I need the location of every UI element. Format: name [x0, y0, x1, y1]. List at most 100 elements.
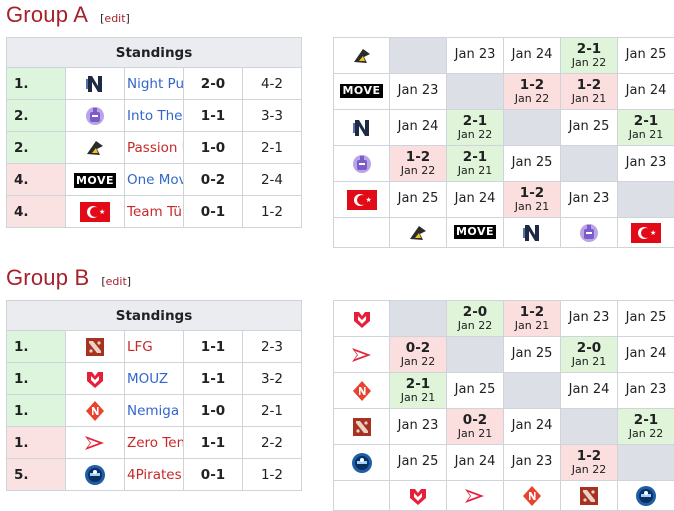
- night-pulse-logo-icon[interactable]: [504, 218, 561, 248]
- into-the-breach-logo-icon[interactable]: [561, 218, 618, 248]
- edit-link[interactable]: [edit]: [101, 275, 131, 288]
- match-score: 0-2: [447, 413, 503, 428]
- standings-row: 5. 4Pirates 0-1 1-2: [7, 459, 302, 491]
- mouz-logo-icon[interactable]: [334, 301, 390, 337]
- edit-link[interactable]: [edit]: [100, 12, 130, 25]
- zero-tenacity-logo-icon[interactable]: [334, 337, 390, 373]
- rank-cell: 4.: [7, 164, 66, 196]
- match-score: 1-2: [504, 305, 560, 320]
- team-name-link[interactable]: Night Pulse: [127, 76, 184, 92]
- matrix-footer-row: MOVE ★: [334, 218, 674, 248]
- team-name-link[interactable]: One Move: [127, 172, 184, 188]
- map-record-cell: 2-1: [243, 395, 302, 427]
- team-name-link[interactable]: Into The Breach: [127, 108, 184, 124]
- standings-header: Standings: [7, 38, 302, 68]
- 4pirates-logo-icon[interactable]: [618, 481, 674, 511]
- into-the-breach-logo-icon[interactable]: [66, 100, 125, 132]
- self-cell: [561, 409, 618, 445]
- series-record-cell: 0-2: [184, 164, 243, 196]
- match-date-cell: Jan 23: [618, 146, 674, 182]
- corner-cell: [334, 218, 390, 248]
- 4pirates-logo-icon[interactable]: [334, 445, 390, 481]
- one-move-logo-icon[interactable]: MOVE: [334, 74, 390, 110]
- into-the-breach-logo-icon[interactable]: [334, 146, 390, 182]
- 4pirates-logo-icon[interactable]: [66, 459, 125, 491]
- match-score: 2-0: [447, 305, 503, 320]
- rank-cell: 2.: [7, 100, 66, 132]
- mouz-logo-icon[interactable]: [66, 363, 125, 395]
- rank-cell: 1.: [7, 331, 66, 363]
- team-name-link[interactable]: Zero Tenacity: [127, 435, 184, 451]
- match-date-cell: Jan 24: [390, 110, 447, 146]
- standings-table-group-b: Standings 1. LFG 1-1 2-3 1. MOUZ 1-1 3-2…: [6, 300, 302, 491]
- team-turkiye-logo-icon[interactable]: ★: [618, 218, 674, 248]
- rank-cell: 1.: [7, 427, 66, 459]
- team-name-link[interactable]: Nemiga Gaming: [127, 403, 184, 419]
- standings-row: 4. MOVE One Move 0-2 2-4: [7, 164, 302, 196]
- standings-header: Standings: [7, 301, 302, 331]
- map-record-cell: 1-2: [243, 196, 302, 228]
- team-turkiye-logo-icon[interactable]: ★: [66, 196, 125, 228]
- match-date-cell: Jan 25: [561, 110, 618, 146]
- one-move-logo-icon[interactable]: MOVE: [66, 164, 125, 196]
- self-cell: [390, 38, 447, 74]
- map-record-cell: 1-2: [243, 459, 302, 491]
- passion-ua-logo-icon[interactable]: [66, 132, 125, 164]
- night-pulse-logo-icon[interactable]: [66, 68, 125, 100]
- night-pulse-logo-icon[interactable]: [334, 110, 390, 146]
- match-score: 1-2: [390, 150, 446, 165]
- team-name-link[interactable]: LFG: [127, 339, 153, 355]
- mouz-logo-icon[interactable]: [390, 481, 447, 511]
- lfg-logo-icon[interactable]: [334, 409, 390, 445]
- match-date: Jan 21: [390, 392, 446, 404]
- team-name-cell: 4Pirates: [125, 459, 184, 491]
- match-date-cell: Jan 25: [447, 373, 504, 409]
- group-a-header: Group A [edit]: [6, 2, 130, 28]
- team-name-cell: Nemiga Gaming: [125, 395, 184, 427]
- match-date: Jan 21: [618, 129, 674, 141]
- self-cell: [618, 445, 674, 481]
- team-name-link[interactable]: MOUZ: [127, 371, 168, 387]
- team-name-link[interactable]: Passion UA: [127, 140, 184, 156]
- match-score: 2-1: [390, 377, 446, 392]
- team-turkiye-logo-icon[interactable]: ★: [334, 182, 390, 218]
- match-score: 1-2: [504, 186, 560, 201]
- nemiga-logo-icon[interactable]: [334, 373, 390, 409]
- nemiga-logo-icon[interactable]: [504, 481, 561, 511]
- zero-tenacity-logo-icon[interactable]: [66, 427, 125, 459]
- series-record-cell: 1-1: [184, 100, 243, 132]
- group-title: Group B: [6, 265, 89, 291]
- passion-ua-logo-icon[interactable]: [334, 38, 390, 74]
- self-cell: [390, 301, 447, 337]
- team-name-cell: Team Türkiye: [125, 196, 184, 228]
- rank-cell: 5.: [7, 459, 66, 491]
- matrix-footer-row: [334, 481, 674, 511]
- nemiga-logo-icon[interactable]: [66, 395, 125, 427]
- self-cell: [618, 182, 674, 218]
- passion-ua-logo-icon[interactable]: [390, 218, 447, 248]
- one-move-logo-icon[interactable]: MOVE: [447, 218, 504, 248]
- match-date: Jan 22: [390, 356, 446, 368]
- match-date: Jan 22: [447, 129, 503, 141]
- lfg-logo-icon[interactable]: [561, 481, 618, 511]
- team-name-link[interactable]: 4Pirates: [127, 467, 182, 483]
- match-date: Jan 22: [561, 57, 617, 69]
- match-date: Jan 21: [504, 320, 560, 332]
- lfg-logo-icon[interactable]: [66, 331, 125, 363]
- match-date-cell: Jan 24: [504, 409, 561, 445]
- team-name-cell: Into The Breach: [125, 100, 184, 132]
- match-date-cell: Jan 24: [447, 182, 504, 218]
- zero-tenacity-logo-icon[interactable]: [447, 481, 504, 511]
- standings-row: 1. LFG 1-1 2-3: [7, 331, 302, 363]
- team-name-link[interactable]: Team Türkiye: [127, 204, 184, 220]
- match-date-cell: Jan 25: [618, 301, 674, 337]
